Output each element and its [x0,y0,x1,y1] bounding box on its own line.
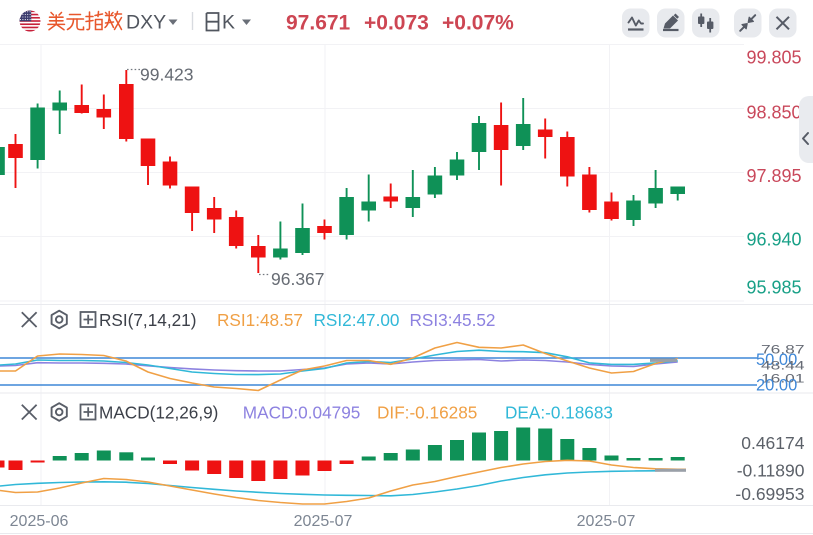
svg-text:99.805: 99.805 [747,48,802,68]
svg-text:97.671: 97.671 [286,12,351,35]
svg-text:48.44: 48.44 [761,359,805,373]
svg-text:-0.11890: -0.11890 [737,460,805,480]
svg-text:DIF:-0.16285: DIF:-0.16285 [377,403,477,423]
svg-text:-0.69953: -0.69953 [735,484,804,504]
svg-text:2025-07: 2025-07 [577,513,636,530]
svg-text:97.895: 97.895 [747,166,802,186]
svg-text:98.850: 98.850 [747,103,802,123]
svg-text:96.367: 96.367 [271,269,325,289]
svg-text:50.00: 50.00 [756,351,797,369]
svg-text:16.01: 16.01 [761,371,805,385]
svg-text:+0.073: +0.073 [364,12,429,35]
svg-text:95.985: 95.985 [747,278,802,298]
svg-text:RSI(7,14,21): RSI(7,14,21) [99,310,196,330]
svg-text:20.00: 20.00 [756,377,797,395]
svg-text:0.46174: 0.46174 [741,433,805,453]
svg-text:MACD(12,26,9): MACD(12,26,9) [99,403,218,423]
svg-text:MACD:0.04795: MACD:0.04795 [243,403,361,423]
svg-text:76.87: 76.87 [761,342,805,356]
svg-text:2025-07: 2025-07 [294,513,353,530]
svg-text:96.940: 96.940 [747,230,802,250]
svg-text:DXY: DXY [126,12,166,34]
svg-text:DEA:-0.18683: DEA:-0.18683 [505,403,613,423]
svg-text:99.423: 99.423 [140,65,194,85]
svg-text:RSI2:47.00: RSI2:47.00 [314,310,400,330]
svg-text:2025-06: 2025-06 [10,513,69,530]
svg-text:RSI3:45.52: RSI3:45.52 [410,310,496,330]
svg-text:+0.07%: +0.07% [442,12,514,35]
svg-text:RSI1:48.57: RSI1:48.57 [217,310,303,330]
svg-text:K: K [222,12,235,34]
